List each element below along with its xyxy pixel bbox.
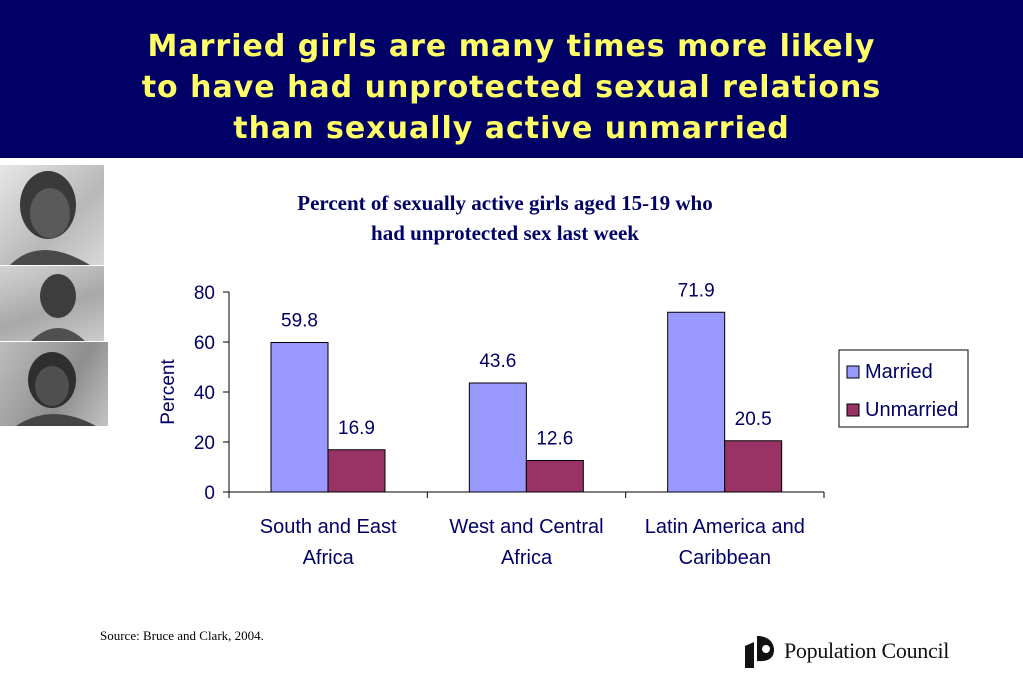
- legend-swatch-married: [846, 365, 860, 379]
- y-axis-label: Percent: [158, 359, 179, 425]
- bar-value-label: 12.6: [536, 429, 573, 450]
- slide-title: Married girls are many times more likely…: [141, 29, 882, 146]
- legend-label-unmarried: Unmarried: [865, 399, 958, 421]
- legend-swatch-unmarried: [846, 403, 860, 417]
- chart-title: Percent of sexually active girls aged 15…: [297, 191, 713, 245]
- y-tick-label: 0: [204, 483, 215, 504]
- y-tick-label: 40: [194, 383, 215, 404]
- y-tick-label: 60: [194, 333, 215, 354]
- bar-unmarried: [525, 460, 584, 493]
- girl-photo-3-image: [16, 352, 96, 426]
- girl-photo-2-image: [30, 274, 86, 342]
- bar-married: [270, 342, 329, 493]
- bar-value-label: 16.9: [338, 418, 375, 439]
- x-category-label: Caribbean: [679, 547, 771, 569]
- y-tick-label: 80: [194, 283, 215, 304]
- girl-photo-2: [0, 265, 104, 342]
- x-category-label: West and Central: [449, 516, 603, 538]
- title-banner: Married girls are many times more likely…: [0, 0, 1023, 158]
- bar-value-label: 20.5: [735, 409, 772, 430]
- x-category-label: Latin America and: [645, 516, 805, 538]
- bar-value-label: 43.6: [479, 351, 516, 372]
- girl-photo-1: [0, 165, 104, 265]
- bar-value-label: 71.9: [678, 280, 715, 301]
- x-category-label: Africa: [303, 547, 355, 569]
- population-council-logo-icon: [745, 636, 774, 668]
- bar-unmarried: [327, 449, 386, 493]
- y-tick-label: 20: [194, 433, 215, 454]
- photo-collage: [0, 165, 108, 426]
- x-category-label: Africa: [501, 547, 553, 569]
- bar-value-label: 59.8: [281, 311, 318, 332]
- source-note: Source: Bruce and Clark, 2004.: [100, 628, 264, 643]
- logo-text: Population Council: [784, 638, 950, 663]
- girl-photo-1-image: [10, 171, 90, 265]
- girl-photo-3: [0, 341, 108, 426]
- bar-married: [667, 311, 726, 493]
- population-council-logo: Population Council: [742, 634, 949, 670]
- bar-unmarried: [724, 440, 783, 493]
- bar-married: [468, 382, 527, 493]
- x-category-label: South and East: [260, 516, 397, 538]
- legend-box: [838, 349, 969, 428]
- legend-label-married: Married: [865, 361, 933, 383]
